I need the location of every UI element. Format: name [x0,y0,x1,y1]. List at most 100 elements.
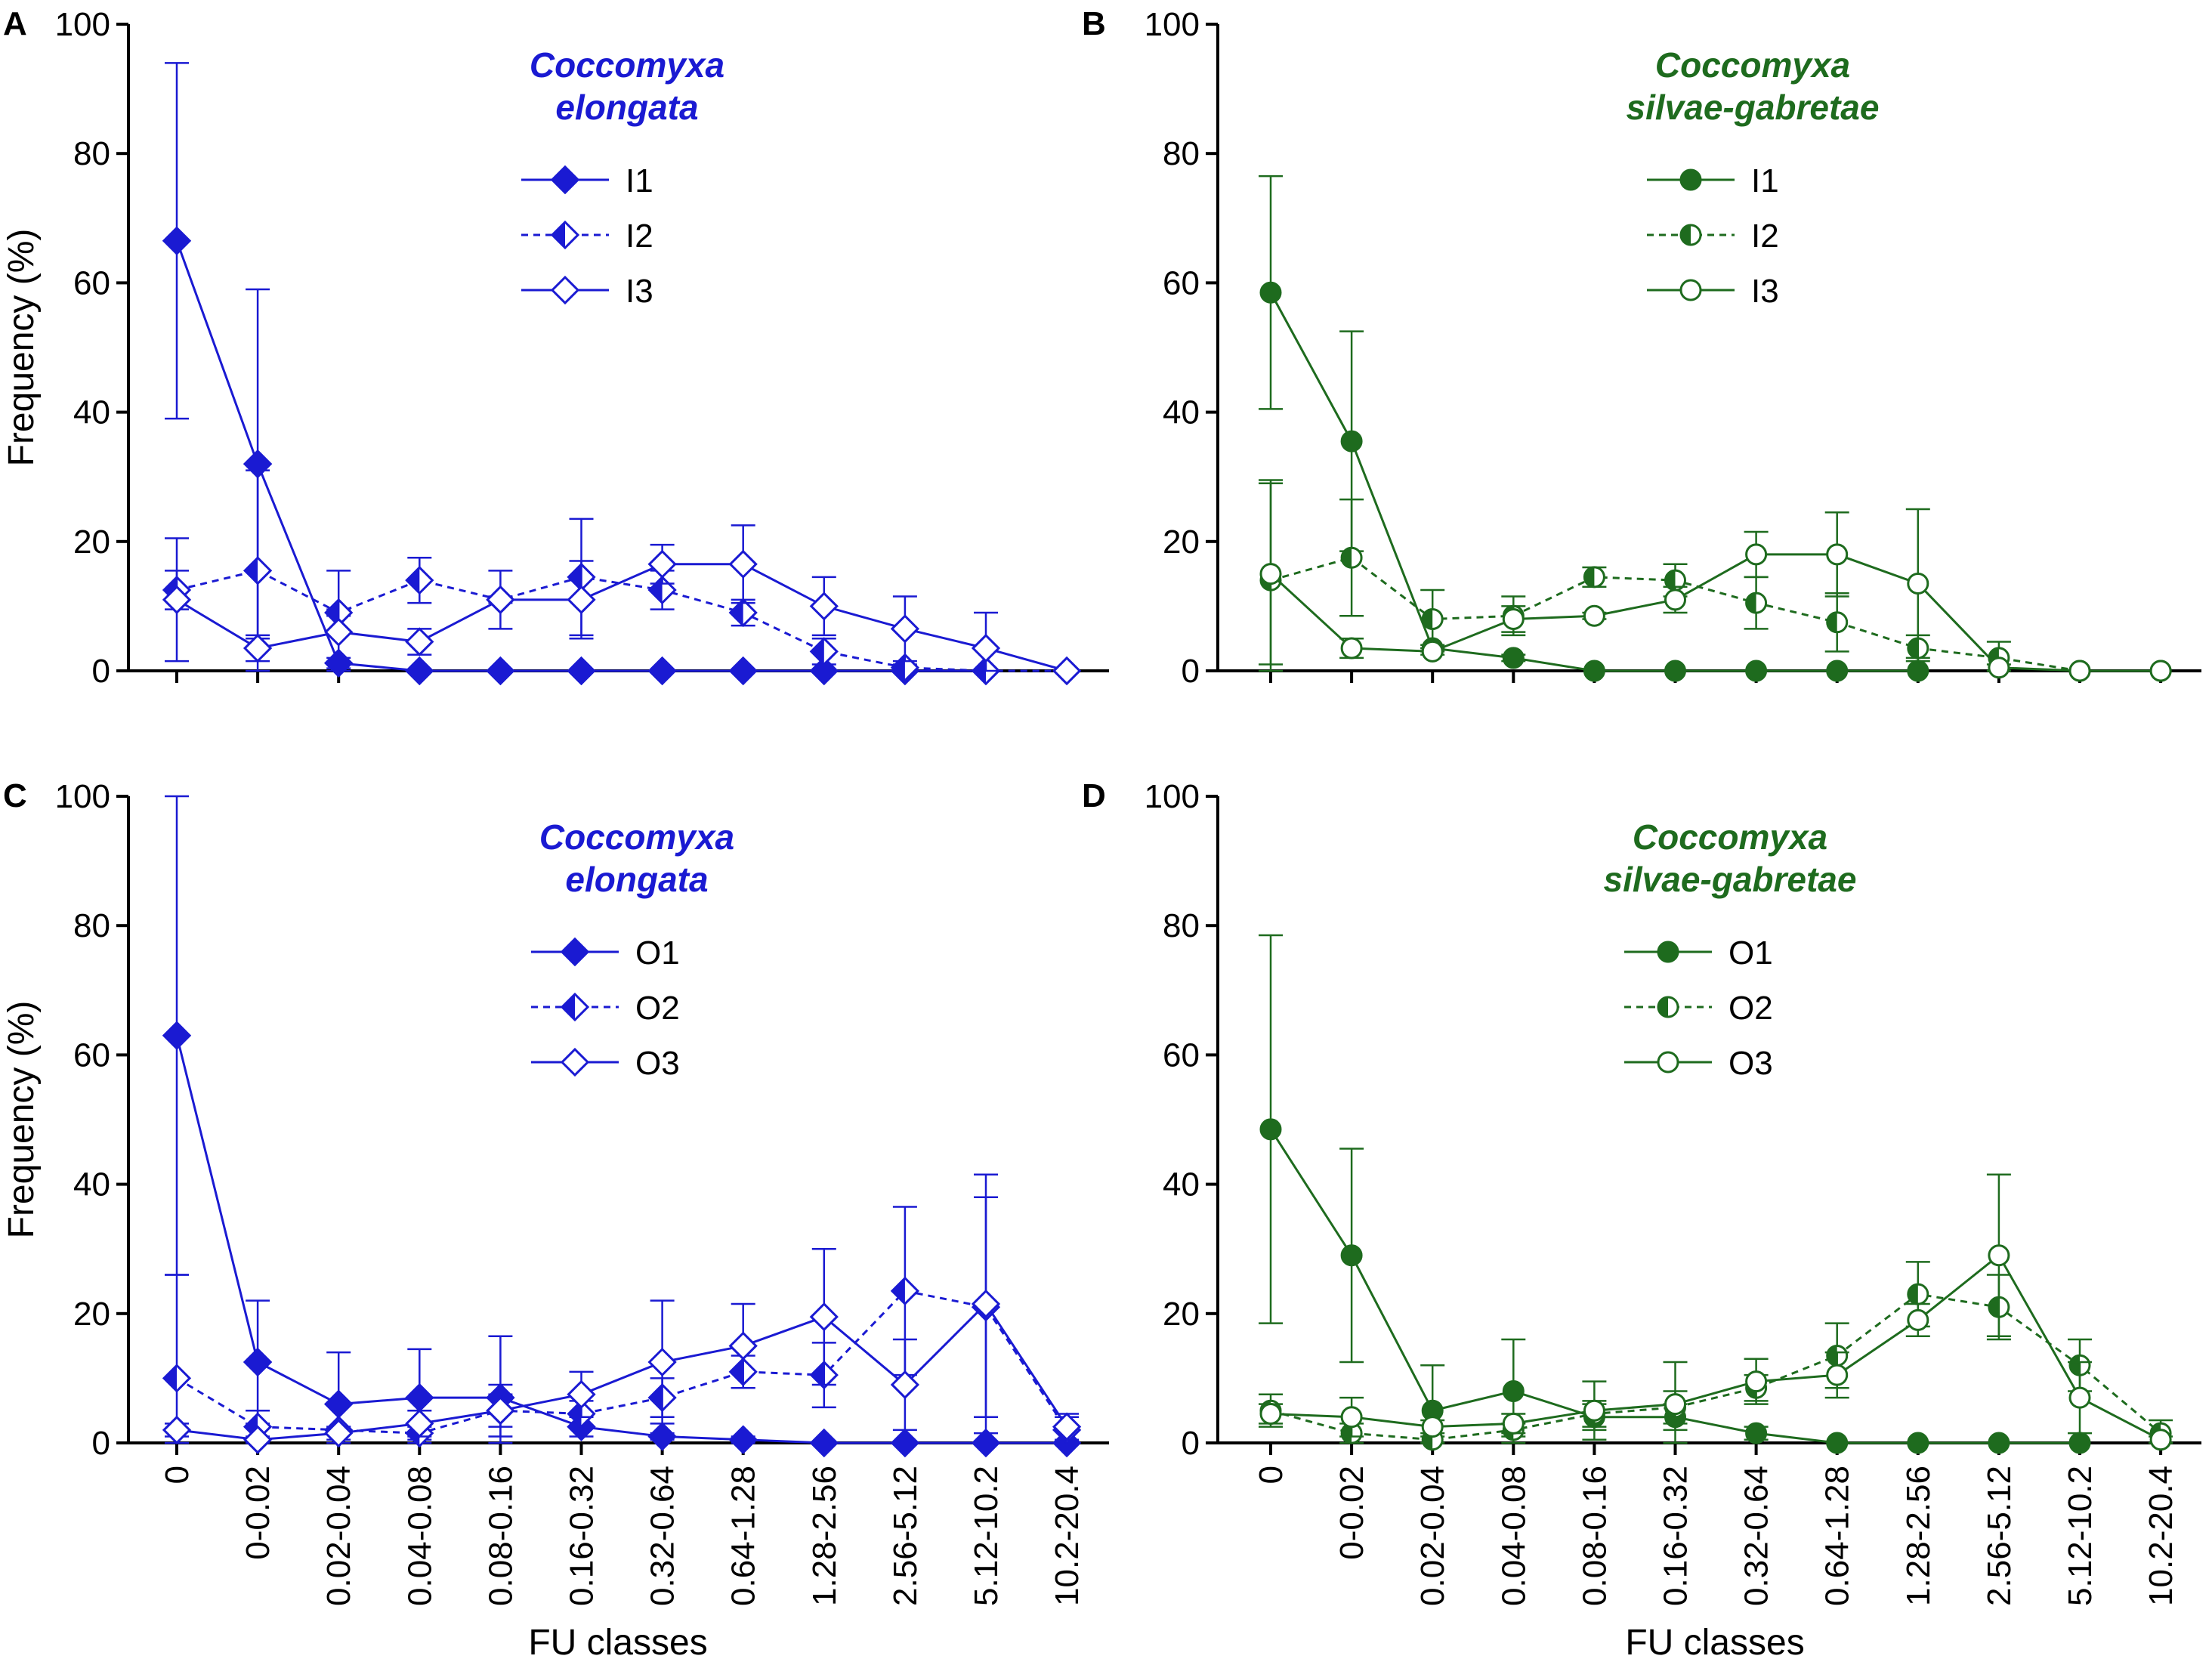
legend-label: O2 [635,990,680,1027]
data-point [1745,543,1768,566]
data-point [1052,656,1082,686]
data-point [1502,608,1525,631]
x-tick-label: 5.12-10.2 [2062,1466,2099,1606]
data-point [405,1409,434,1438]
legend-label: I2 [1751,218,1779,255]
y-tick-label: 0 [92,1425,110,1462]
data-point [809,1302,839,1332]
legend-marker [560,1047,590,1077]
data-point [809,637,839,666]
legend-marker [1679,279,1702,301]
species-title-line2: silvae-gabretae [1627,88,1880,127]
legend-label: I1 [626,162,653,199]
y-axis-title-top: Frequency (%) [2,229,42,467]
data-point [1988,1432,2010,1454]
species-title-line1: Coccomyxa [1633,817,1827,857]
y-tick-label: 40 [1163,1166,1200,1203]
series-I2 [162,469,1082,686]
legend-item: O2 [531,990,680,1027]
data-point [971,633,1001,663]
series-I3 [1259,482,2172,682]
panel-letter: B [1082,5,1106,42]
x-axis-title-right: FU classes [1625,1623,1804,1662]
data-point [890,1370,920,1400]
data-point [2068,660,2091,682]
data-point [971,1289,1001,1319]
x-tick-label: 2.56-5.12 [1981,1466,2018,1606]
legend-item: O2 [1624,990,1773,1027]
data-point [2068,1386,2091,1409]
y-tick-label: 40 [73,1166,110,1203]
data-point [1421,1416,1444,1438]
legend-label: I2 [626,218,653,255]
y-tick-label: 0 [92,653,110,690]
data-point [1745,1370,1768,1393]
x-tick-label: 0-0.02 [239,1466,276,1560]
y-tick-label: 60 [73,1036,110,1074]
series-line [1270,1253,2161,1441]
data-point [1340,1406,1363,1429]
data-point [1583,1399,1605,1422]
data-point [1502,647,1525,669]
data-point [1988,656,2010,679]
data-point [2149,660,2172,682]
x-tick-label: 0.08-0.16 [1576,1466,1613,1606]
data-point [647,549,677,579]
x-tick-label: 0.04-0.08 [401,1466,438,1606]
y-tick-label: 80 [73,135,110,172]
x-tick-label: 0.02-0.04 [1414,1466,1451,1606]
panel-letter: A [3,5,27,42]
legend-item: O1 [531,934,680,972]
legend-item: I1 [1647,162,1779,199]
series-line [1269,553,2161,672]
legend-marker [560,937,590,967]
data-point [2068,1432,2091,1454]
data-point [1340,546,1363,569]
x-tick-label: 0 [1253,1466,1290,1484]
species-title-line2: silvae-gabretae [1604,860,1857,899]
data-point [162,1364,192,1393]
species-title-line2: elongata [555,88,698,127]
data-point [728,549,758,579]
legend-item: I2 [1647,218,1779,255]
x-tick-label: 0.32-0.64 [644,1466,681,1606]
species-title-line1: Coccomyxa [530,45,724,85]
series-I3 [162,524,1082,686]
data-point [567,656,596,686]
data-point [567,1379,596,1409]
data-point [728,656,758,686]
legend-item: O1 [1624,934,1773,972]
species-title-line1: Coccomyxa [1655,45,1850,85]
data-point [405,1382,434,1413]
y-tick-label: 60 [73,264,110,301]
legend-label: O2 [1729,990,1773,1027]
x-tick-label: 0.08-0.16 [482,1466,519,1606]
legend-marker [1679,224,1702,246]
data-point [1907,572,1929,595]
data-point [809,592,839,621]
y-tick-label: 80 [1163,907,1200,944]
legend-marker [560,992,590,1022]
data-point [1583,566,1605,588]
legend-label: I3 [1751,273,1779,310]
y-tick-label: 20 [1163,524,1200,561]
data-point [1340,430,1363,453]
data-point [567,585,596,614]
data-point [1826,543,1849,566]
series-line [175,1035,1067,1444]
x-tick-label: 0.02-0.04 [320,1466,357,1606]
y-axis-title-bottom: Frequency (%) [2,1001,42,1239]
data-point [647,656,677,686]
data-point [1907,1283,1929,1305]
data-point [1259,281,1282,304]
data-point [1664,1393,1686,1416]
x-tick-label: 2.56-5.12 [887,1466,924,1606]
series-O2 [162,1196,1082,1448]
legend-marker [1657,996,1679,1018]
data-point [243,1425,273,1454]
data-point [1583,660,1605,682]
series-line [176,569,1067,672]
data-point [324,1419,354,1448]
